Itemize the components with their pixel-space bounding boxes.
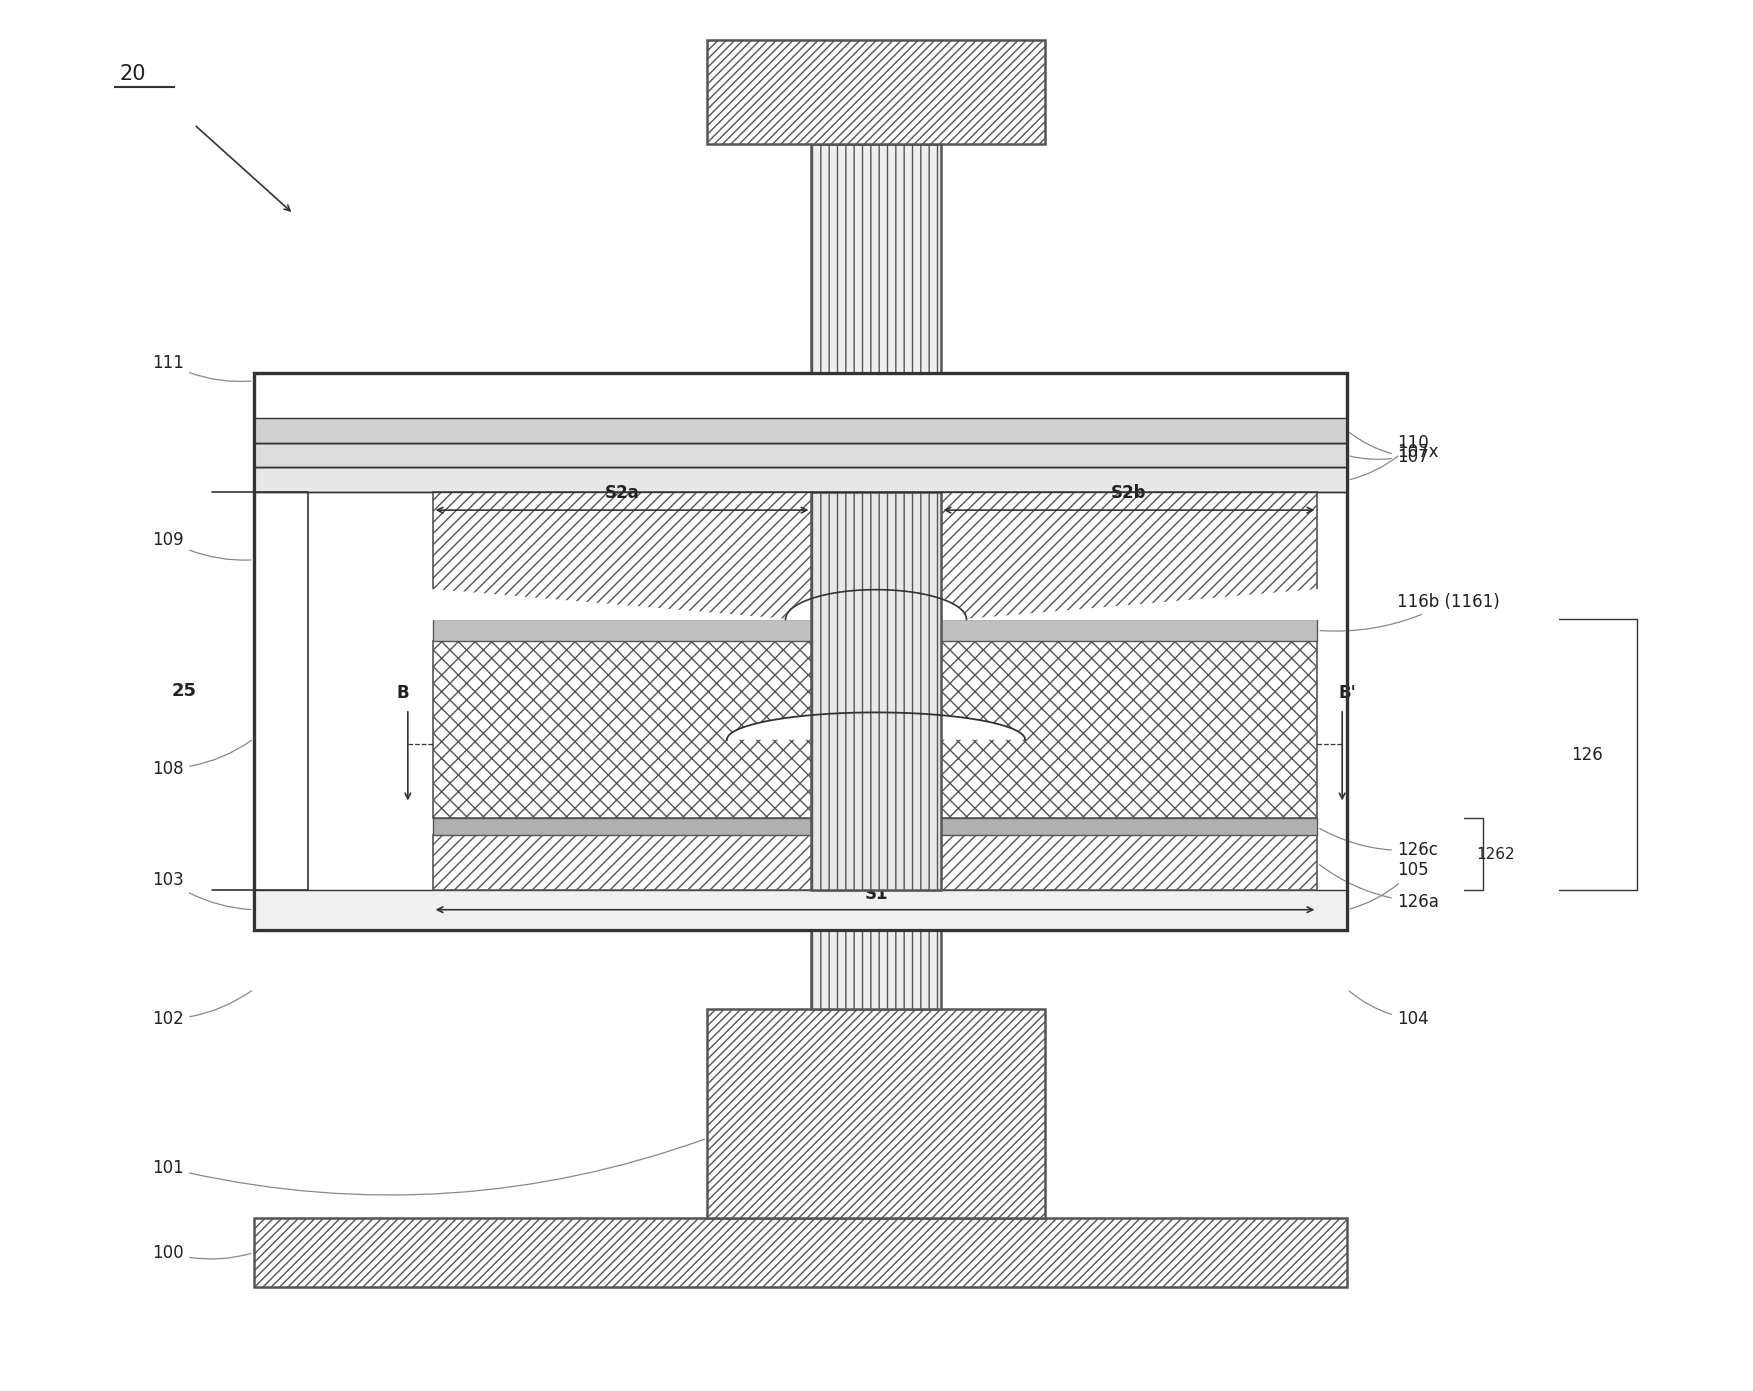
Bar — [254, 890, 1346, 929]
Bar — [706, 40, 1045, 145]
Text: 101: 101 — [153, 1139, 705, 1195]
Text: 100: 100 — [153, 1244, 251, 1262]
Text: 108: 108 — [153, 740, 251, 778]
Bar — [254, 373, 1346, 929]
Text: 105: 105 — [1350, 861, 1429, 908]
Text: 107x: 107x — [1350, 444, 1439, 462]
Bar — [254, 442, 1346, 467]
Text: 1262: 1262 — [1476, 847, 1515, 861]
Text: S3: S3 — [875, 537, 898, 555]
Bar — [254, 467, 1346, 492]
Bar — [433, 619, 1317, 641]
Bar — [433, 492, 1317, 619]
Text: 107: 107 — [1350, 433, 1429, 466]
Text: S1: S1 — [864, 885, 887, 903]
Polygon shape — [727, 712, 1026, 740]
Bar — [706, 1008, 1045, 1219]
Text: 20: 20 — [119, 64, 145, 83]
Bar — [433, 818, 1317, 835]
Text: 126a: 126a — [1320, 865, 1439, 911]
Text: S2a: S2a — [605, 484, 640, 502]
Bar — [433, 641, 1317, 818]
Polygon shape — [433, 590, 1317, 619]
Text: 109: 109 — [153, 531, 251, 561]
Text: 126c: 126c — [1320, 829, 1437, 860]
Text: 126: 126 — [1571, 746, 1602, 764]
Bar — [812, 145, 941, 373]
Bar — [812, 492, 941, 890]
Text: 102: 102 — [153, 990, 251, 1028]
Bar — [254, 1219, 1346, 1288]
Text: 104: 104 — [1350, 990, 1429, 1028]
Text: B: B — [396, 684, 408, 702]
Text: 25: 25 — [172, 682, 196, 700]
Bar — [254, 373, 1346, 929]
Bar — [254, 417, 1346, 442]
Text: 111: 111 — [153, 353, 251, 381]
Text: S2b: S2b — [1111, 484, 1146, 502]
Text: B': B' — [1338, 684, 1357, 702]
Text: 110: 110 — [1350, 434, 1429, 480]
Text: 103: 103 — [153, 871, 251, 910]
Text: 116b (1161): 116b (1161) — [1320, 593, 1499, 632]
Bar — [812, 929, 941, 1008]
Bar — [433, 835, 1317, 890]
